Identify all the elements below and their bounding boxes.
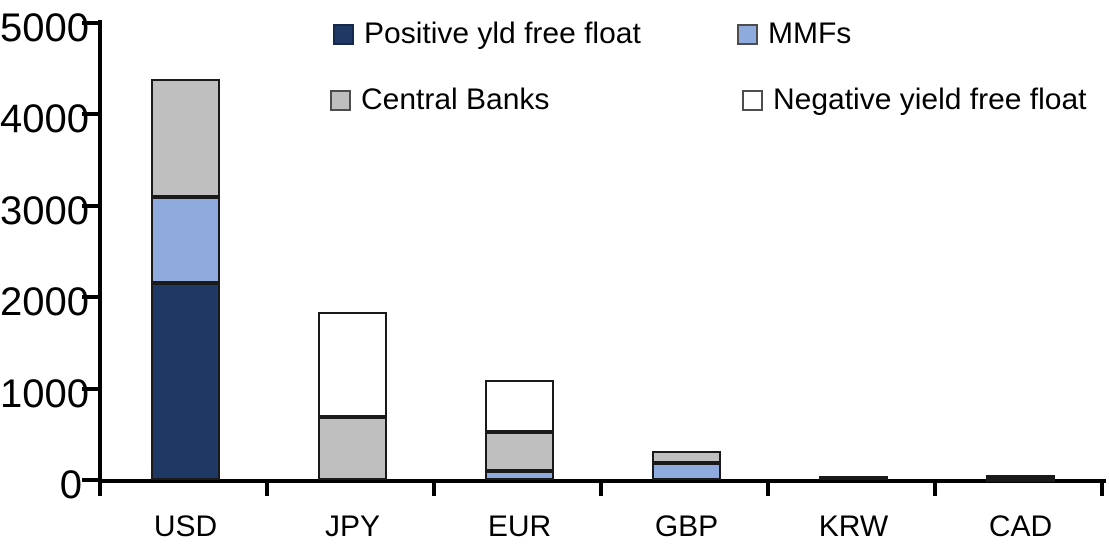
y-axis-tick-label: 1000 [0, 371, 89, 416]
bar-segment-positive-yld-free-float-cad [986, 477, 1055, 482]
y-axis-tick [82, 21, 98, 25]
y-axis-tick [82, 386, 98, 391]
bar-segment-negative-yield-free-float-eur [485, 379, 554, 432]
x-axis-tick [265, 480, 269, 496]
y-axis-tick [82, 478, 98, 482]
y-axis-tick-label: 2000 [0, 280, 89, 325]
x-axis-tick [98, 480, 102, 496]
legend-label: MMFs [768, 17, 852, 50]
x-axis-category-label: KRW [818, 510, 889, 543]
y-axis-tick-label: 5000 [0, 6, 89, 50]
x-axis-tick [766, 480, 770, 496]
legend-label: Central Banks [361, 83, 550, 116]
bar-segment-mmfs-usd [151, 197, 220, 284]
legend-item-central-banks: Central Banks [330, 85, 549, 115]
x-axis-tick [599, 480, 603, 496]
x-axis-tick [933, 480, 937, 496]
bar-segment-mmfs-eur [485, 470, 554, 480]
y-axis-tick [82, 203, 98, 208]
x-axis-category-label: EUR [487, 510, 552, 543]
legend-item-positive-yld-free-float: Positive yld free float [333, 19, 641, 49]
x-axis-category-label: JPY [324, 510, 381, 543]
legend-item-mmfs: MMFs [737, 19, 851, 49]
x-axis-category-label: GBP [654, 510, 719, 543]
y-axis-tick-label: 0 [59, 463, 82, 507]
x-axis-tick [1100, 480, 1104, 496]
bar-segment-central-banks-cad [986, 474, 1055, 479]
bar-segment-mmfs-gbp [652, 462, 721, 480]
bar-segment-negative-yield-free-float-jpy [318, 311, 387, 417]
bar-segment-positive-yld-free-float-usd [151, 283, 220, 480]
bar-segment-central-banks-usd [151, 79, 220, 198]
bar-segment-positive-yld-free-float-krw [819, 475, 888, 480]
y-axis-tick-label: 4000 [0, 97, 89, 142]
x-axis-category-label: CAD [988, 510, 1053, 543]
legend-label: Negative yield free float [773, 83, 1087, 116]
bar-segment-central-banks-gbp [652, 450, 721, 463]
legend-item-negative-yield-free-float: Negative yield free float [742, 85, 1087, 115]
legend-swatch-icon [737, 23, 758, 45]
legend-swatch-icon [742, 89, 763, 111]
bar-segment-central-banks-eur [485, 431, 554, 471]
y-axis-tick-label: 3000 [0, 188, 89, 233]
y-axis-tick [82, 295, 98, 300]
legend-label: Positive yld free float [364, 17, 641, 50]
y-axis-tick [82, 112, 98, 117]
legend-swatch-icon [330, 89, 351, 111]
bar-segment-central-banks-jpy [318, 416, 387, 480]
x-axis-tick [432, 480, 436, 496]
y-axis-line [98, 20, 102, 484]
legend-swatch-icon [333, 23, 354, 45]
x-axis-category-label: USD [153, 510, 218, 543]
